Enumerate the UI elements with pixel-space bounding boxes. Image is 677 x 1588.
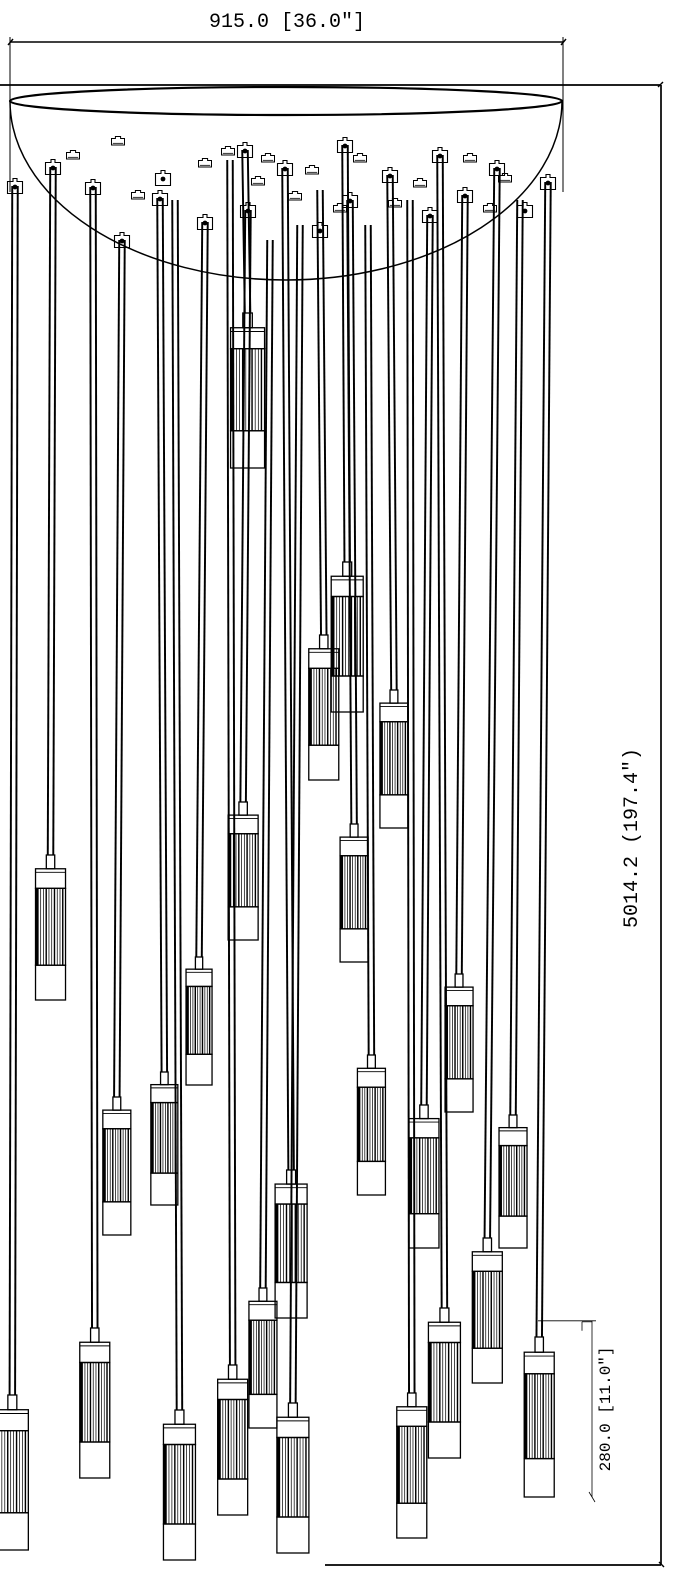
svg-text:915.0 [36.0"]: 915.0 [36.0"] <box>209 11 365 34</box>
svg-text:280.0 [11.0"]: 280.0 [11.0"] <box>597 1346 615 1471</box>
svg-text:5014.2 (197.4"): 5014.2 (197.4") <box>621 748 644 928</box>
